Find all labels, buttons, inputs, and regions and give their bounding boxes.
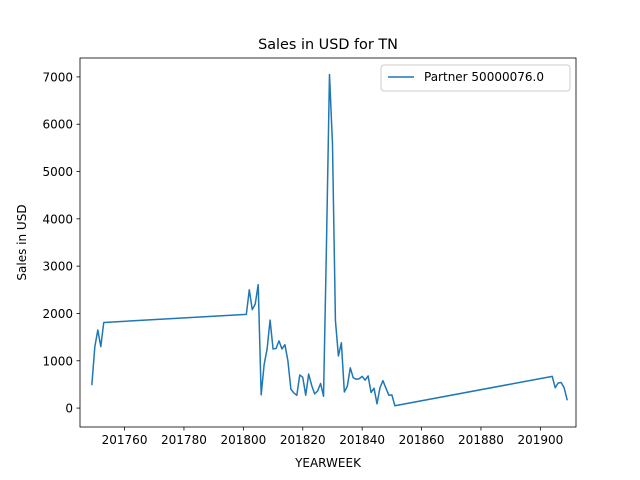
y-tick-label: 7000 bbox=[42, 70, 73, 84]
y-tick-label: 4000 bbox=[42, 212, 73, 226]
x-tick-label: 201800 bbox=[220, 433, 266, 447]
y-axis-ticks: 0 1000 2000 3000 4000 5000 6000 7000 bbox=[42, 70, 80, 416]
y-tick-label: 6000 bbox=[42, 118, 73, 132]
x-tick-label: 201780 bbox=[161, 433, 207, 447]
y-tick-label: 2000 bbox=[42, 307, 73, 321]
x-tick-label: 201900 bbox=[517, 433, 563, 447]
x-axis-label: YEARWEEK bbox=[294, 456, 362, 470]
x-tick-label: 201860 bbox=[399, 433, 445, 447]
plot-area bbox=[80, 58, 576, 427]
series-line bbox=[91, 73, 569, 407]
y-tick-label: 0 bbox=[65, 402, 73, 416]
plot-frame bbox=[79, 57, 577, 428]
x-tick-label: 201760 bbox=[102, 433, 148, 447]
x-tick-label: 201840 bbox=[339, 433, 385, 447]
legend-label: Partner 50000076.0 bbox=[424, 70, 544, 84]
x-tick-label: 201880 bbox=[458, 433, 504, 447]
y-tick-label: 5000 bbox=[42, 165, 73, 179]
y-tick-label: 3000 bbox=[42, 260, 73, 274]
x-tick-label: 201820 bbox=[280, 433, 326, 447]
x-axis-ticks: 201760 201780 201800 201820 201840 201860 2018… bbox=[102, 427, 563, 447]
y-axis-label: Sales in USD bbox=[15, 204, 29, 280]
legend-box bbox=[380, 64, 571, 92]
legend: Partner 50000076.0 bbox=[380, 64, 571, 92]
chart-title: Sales in USD for TN bbox=[258, 37, 398, 53]
series-layer bbox=[91, 73, 569, 407]
y-tick-label: 1000 bbox=[42, 354, 73, 368]
